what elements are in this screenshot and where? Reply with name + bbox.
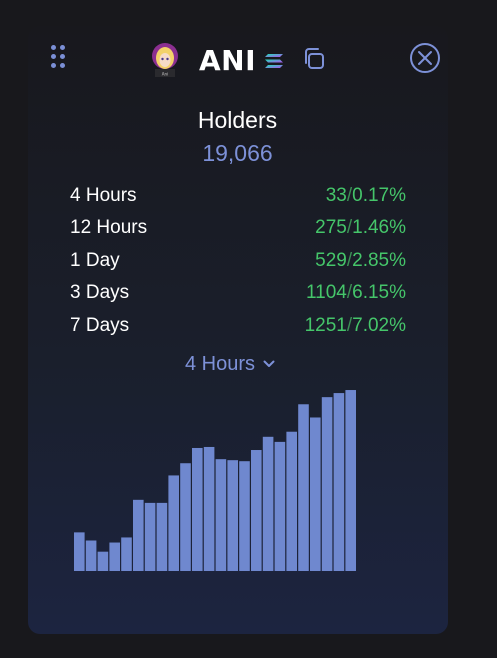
stat-separator: / [346, 185, 353, 206]
chart-bar [97, 551, 109, 571]
stat-row-4h: 4 Hours 33/0.17% [70, 182, 406, 214]
stat-period: 1 Day [70, 249, 120, 271]
token-symbol: ANI [199, 44, 257, 77]
holders-bar-chart [74, 390, 356, 571]
stat-change: 275 [315, 217, 347, 239]
chart-bar [310, 417, 321, 571]
stat-percent: 0.17% [352, 185, 406, 206]
stat-change: 529 [315, 249, 347, 271]
chart-bar [333, 393, 345, 571]
stat-change: 1251 [304, 314, 347, 336]
stat-period: 7 Days [70, 314, 130, 336]
chart-bar [251, 450, 262, 571]
stat-change: 33 [325, 185, 347, 206]
chart-bar [262, 436, 274, 571]
chart-bar [286, 431, 297, 571]
stat-period: 12 Hours [70, 217, 148, 239]
stat-value: 1104/6.15% [306, 279, 406, 307]
stat-period: 4 Hours [70, 185, 137, 206]
stat-value: 33/0.17% [326, 182, 406, 210]
stat-percent: 1.46% [352, 217, 406, 239]
chart-bar [74, 532, 85, 571]
stat-separator: / [346, 314, 353, 336]
stat-value: 529/2.85% [315, 247, 406, 275]
chart-bar [321, 397, 333, 571]
stat-percent: 7.02% [352, 314, 406, 336]
solana-icon [265, 54, 283, 68]
chart-bar [144, 502, 156, 571]
chart-bar [121, 537, 132, 571]
stat-separator: / [346, 282, 353, 304]
chart-bar [180, 463, 191, 571]
chart-bar [215, 459, 227, 571]
chart-bar [274, 441, 286, 571]
token-avatar: Ani [152, 43, 178, 77]
stat-separator: / [346, 249, 353, 271]
chart-bar [109, 542, 120, 571]
chart-bar [298, 404, 309, 571]
stat-percent: 6.15% [352, 282, 406, 304]
chart-bar [85, 540, 97, 571]
holders-label: Holders [197, 107, 278, 133]
drag-handle-icon[interactable] [51, 45, 65, 69]
period-select-value: 4 Hours [185, 352, 256, 375]
stat-period: 3 Days [70, 282, 130, 304]
chart-bar [156, 502, 168, 571]
holder-stats-list: 4 Hours 33/0.17% 12 Hours 275/1.46% 1 Da… [70, 182, 406, 344]
stat-row-12h: 12 Hours 275/1.46% [70, 214, 406, 246]
stat-separator: / [346, 217, 353, 239]
stat-change: 1104 [305, 282, 347, 304]
stat-row-3d: 3 Days 1104/6.15% [70, 279, 406, 311]
stat-value: 275/1.46% [315, 214, 406, 242]
chevron-down-icon [263, 360, 275, 367]
period-select[interactable]: 4 Hours [185, 351, 275, 377]
chart-bar [239, 461, 250, 571]
stat-percent: 2.85% [352, 249, 406, 271]
chart-bar [203, 446, 215, 571]
copy-icon[interactable] [302, 46, 328, 72]
chart-bar [168, 475, 179, 571]
stat-row-1d: 1 Day 529/2.85% [70, 247, 406, 279]
chart-bar [345, 390, 356, 571]
stat-row-7d: 7 Days 1251/7.02% [70, 312, 406, 344]
chart-bar [133, 499, 144, 571]
stat-value: 1251/7.02% [305, 312, 406, 340]
holders-count: 19,066 [202, 140, 273, 166]
chart-bar [192, 447, 203, 571]
chart-bar [227, 460, 238, 571]
avatar-caption: Ani [162, 72, 168, 77]
close-icon[interactable] [409, 42, 441, 74]
